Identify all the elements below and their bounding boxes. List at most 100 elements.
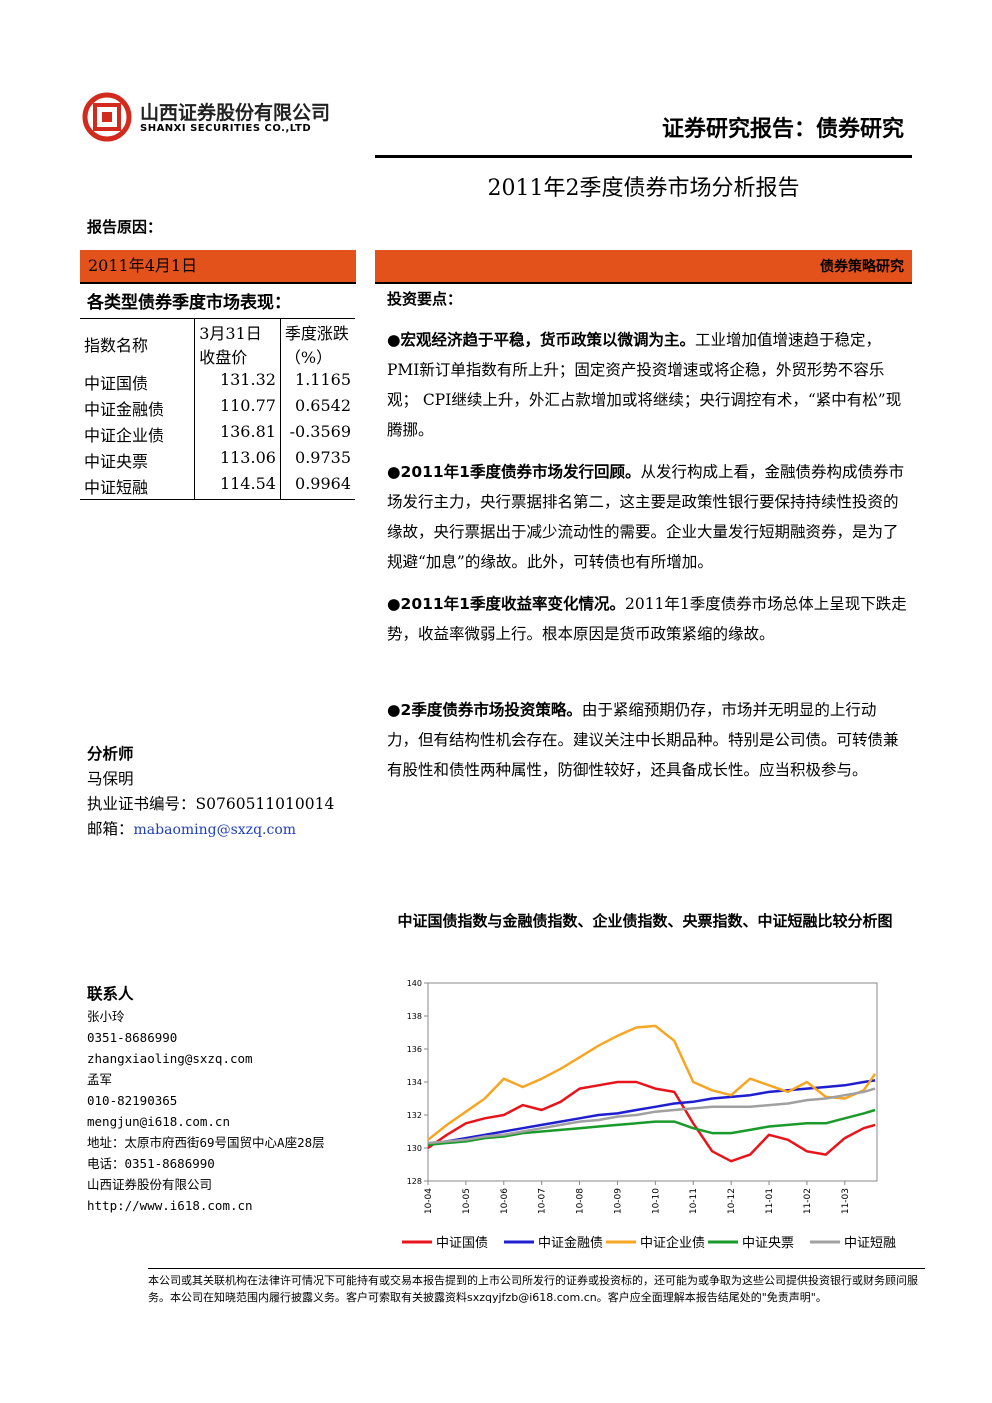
points-heading: 投资要点： <box>387 290 463 308</box>
contact-heading: 联系人 <box>87 985 134 1003</box>
x-tick-label: 10-12 <box>727 1188 737 1214</box>
report-type: 证券研究报告：债券研究 <box>661 117 904 142</box>
y-tick-label: 134 <box>407 1078 422 1087</box>
table-cell: 113.06 <box>194 447 281 473</box>
table-cell: 中证短融 <box>80 473 196 500</box>
table-cell: 110.77 <box>194 395 281 421</box>
point-text: 2011年1季度债券市场总体上呈现下跌走势，收益率微弱上行。根本原因是货币政策紧… <box>387 595 907 643</box>
table-row: 中证央票 113.06 0.9735 <box>80 447 355 473</box>
company-en: SHANXI SECURITIES CO.,LTD <box>140 123 312 134</box>
series-line <box>427 1079 876 1146</box>
table-cell: 131.32 <box>194 369 281 395</box>
tag-bar: 债券策略研究 <box>375 250 912 284</box>
x-tick-label: 10-10 <box>651 1188 661 1214</box>
point-lead: 2011年1季度收益率变化情况。 <box>387 595 625 613</box>
series-line <box>427 1087 876 1145</box>
contact-line: 010-82190365 <box>87 1093 178 1108</box>
legend-label: 中证金融债 <box>538 1235 603 1251</box>
analyst: 分析师 马保明 执业证书编号：S0760511010014 邮箱：mabaomi… <box>87 742 334 843</box>
analyst-name: 马保明 <box>87 770 134 788</box>
date: 2011年4月1日 <box>88 256 198 275</box>
x-tick-label: 11-03 <box>841 1188 851 1214</box>
contact-line: 孟军 <box>87 1072 113 1087</box>
contact-line: 地址：太原市府西街69号国贸中心A座28层 <box>87 1135 325 1150</box>
points: 投资要点： 宏观经济趋于平稳，货币政策以微调为主。工业增加值增速趋于稳定，PMI… <box>387 288 907 797</box>
x-tick-label: 10-11 <box>689 1188 699 1214</box>
x-tick-label: 11-02 <box>803 1188 813 1214</box>
point-text: 工业增加值增速趋于稳定，PMI新订单指数有所上升；固定资产投资增速或将企稳，外贸… <box>387 331 902 439</box>
table-cell: 0.6542 <box>295 396 351 415</box>
footer-rule <box>148 1268 925 1269</box>
series-line <box>427 1108 876 1146</box>
contact-line: 电话：0351-8686990 <box>87 1156 215 1171</box>
table-title: 各类型债券季度市场表现： <box>87 293 291 313</box>
contact-line: 0351-8686990 <box>87 1030 178 1045</box>
analyst-cert: 执业证书编号：S0760511010014 <box>87 795 335 813</box>
contact-line: mengjun@i618.com.cn <box>87 1114 230 1129</box>
series-line <box>427 1080 876 1163</box>
table-header: 指数名称 3月31日收盘价 季度涨跌（%） <box>80 318 355 369</box>
table-cell: 114.54 <box>194 473 281 500</box>
contact-line: http://www.i618.com.cn <box>87 1198 253 1213</box>
reason-label: 报告原因： <box>87 218 163 236</box>
header-cell: 3月31日收盘价 <box>194 318 281 369</box>
table-cell: 中证央票 <box>80 447 196 473</box>
y-tick-label: 140 <box>407 979 422 988</box>
legend-label: 中证短融 <box>844 1236 896 1251</box>
report-title: 2011年2季度债券市场分析报告 <box>487 176 800 201</box>
logo <box>82 92 132 142</box>
analyst-heading: 分析师 <box>87 745 134 763</box>
contact-line: 张小玲 <box>87 1009 125 1024</box>
email-label: 邮箱： <box>87 820 134 838</box>
point-text: 由于紧缩预期仍存，市场并无明显的上行动力，但有结构性机会存在。建议关注中长期品种… <box>387 701 899 779</box>
table-cell: 0.9964 <box>295 474 351 493</box>
point: 宏观经济趋于平稳，货币政策以微调为主。工业增加值增速趋于稳定，PMI新订单指数有… <box>387 325 907 445</box>
table-row: 中证企业债 136.81 -0.3569 <box>80 421 355 447</box>
contact: 联系人 张小玲 0351-8686990 zhangxiaoling@sxzq.co… <box>87 982 325 1216</box>
contact-line: 山西证券股份有限公司 <box>87 1177 213 1192</box>
section-tag: 债券策略研究 <box>820 259 904 275</box>
point-lead: 2季度债券市场投资策略。 <box>387 701 582 719</box>
series-line <box>427 1024 877 1141</box>
point: 2季度债券市场投资策略。由于紧缩预期仍存，市场并无明显的上行动力，但有结构性机会… <box>387 695 907 785</box>
x-tick-label: 10-07 <box>538 1188 548 1214</box>
table-row: 中证金融债 110.77 0.6542 <box>80 395 355 421</box>
y-tick-label: 132 <box>407 1111 422 1120</box>
header-cell: 季度涨跌（%） <box>284 324 349 367</box>
legend-label: 中证企业债 <box>640 1235 705 1251</box>
table-cell: 中证金融债 <box>80 395 196 421</box>
y-tick-label: 136 <box>407 1045 422 1054</box>
company-cn: 山西证券股份有限公司 <box>140 102 331 124</box>
x-tick-label: 10-06 <box>500 1188 510 1214</box>
x-tick-label: 10-04 <box>424 1188 434 1214</box>
header-cell: 指数名称 <box>80 318 196 369</box>
table-row: 中证国债 131.32 1.1165 <box>80 369 355 395</box>
table-cell: 1.1165 <box>295 370 351 389</box>
y-tick-label: 128 <box>407 1177 422 1186</box>
x-tick-label: 10-09 <box>613 1188 623 1214</box>
table-cell: 中证国债 <box>80 369 196 395</box>
table: 指数名称 3月31日收盘价 季度涨跌（%） 中证国债 131.32 1.1165 中证… <box>80 318 355 500</box>
x-tick-label: 10-08 <box>576 1188 586 1214</box>
chart-title: 中证国债指数与金融债指数、企业债指数、央票指数、中证短融比较分析图 <box>397 912 893 930</box>
x-tick-label: 11-01 <box>765 1188 775 1214</box>
y-tick-label: 130 <box>407 1144 422 1153</box>
chart: 128 130 132 134 136 138 140 10-04 10-05 10-06 10-0… <box>402 979 896 1251</box>
point-lead: 2011年1季度债券市场发行回顾。 <box>387 463 640 481</box>
table-cell: 中证企业债 <box>80 421 196 447</box>
header-rule <box>375 155 912 158</box>
y-tick-label: 138 <box>407 1012 422 1021</box>
point-lead: 宏观经济趋于平稳，货币政策以微调为主。 <box>387 331 695 349</box>
table-cell: 136.81 <box>194 421 281 447</box>
table-cell: -0.3569 <box>289 422 351 441</box>
date-bar: 2011年4月1日 <box>80 250 356 284</box>
contact-line: zhangxiaoling@sxzq.com <box>87 1051 253 1066</box>
email: mabaoming@sxzq.com <box>133 822 297 838</box>
legend-label: 中证央票 <box>742 1236 794 1251</box>
table-cell: 0.9735 <box>295 448 351 467</box>
point-text: 从发行构成上看，金融债券构成债券市场发行主力，央行票据排名第二，这主要是政策性银… <box>387 463 904 571</box>
point: 2011年1季度收益率变化情况。2011年1季度债券市场总体上呈现下跌走势，收益… <box>387 589 907 649</box>
legend-label: 中证国债 <box>436 1236 488 1251</box>
point: 2011年1季度债券市场发行回顾。从发行构成上看，金融债券构成债券市场发行主力，… <box>387 457 907 577</box>
